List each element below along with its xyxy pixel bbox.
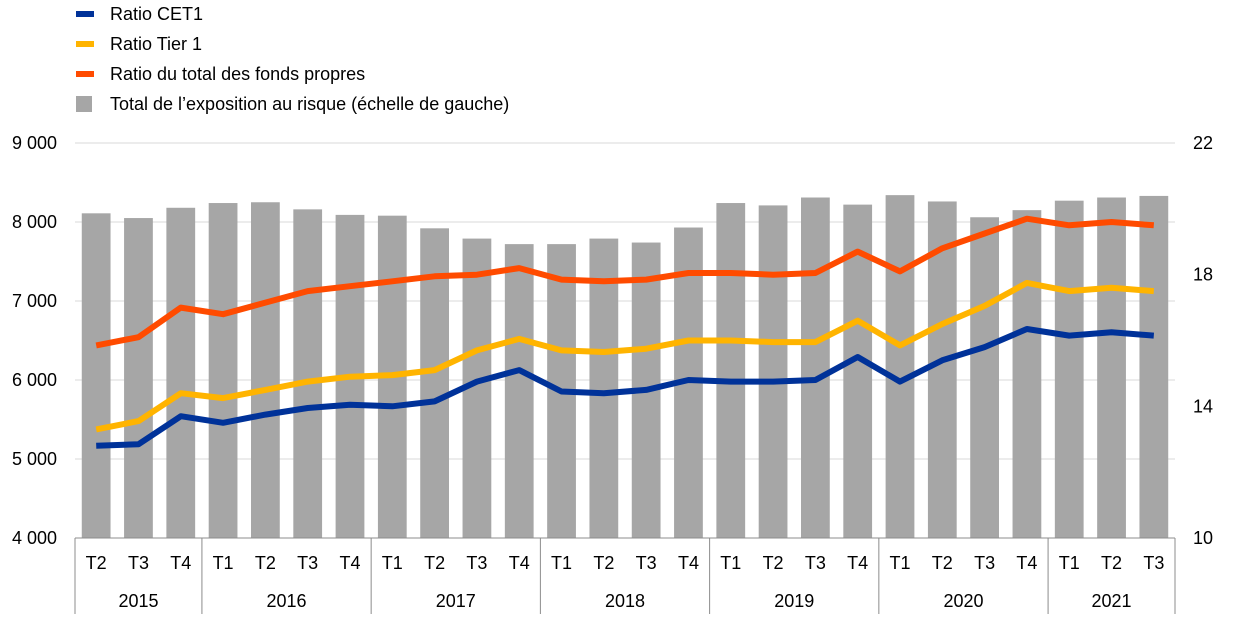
year-label: 2019 — [774, 591, 814, 611]
quarter-label: T2 — [1101, 553, 1122, 573]
quarter-label: T3 — [466, 553, 487, 573]
right-axis-tick-label: 22 — [1193, 133, 1213, 153]
bar — [758, 205, 788, 538]
legend-swatch — [76, 41, 94, 47]
axes: 4 000 5 000 6 000 7 000 8 000 9 000 10 14 18 22 T2… — [12, 133, 1213, 614]
quarter-label: T1 — [551, 553, 572, 573]
quarter-label: T4 — [170, 553, 191, 573]
bar — [1097, 197, 1126, 538]
quarter-label: T2 — [932, 553, 953, 573]
bar-series — [81, 195, 1169, 539]
bar — [927, 201, 957, 538]
quarter-label: T2 — [763, 553, 784, 573]
bar — [1054, 200, 1084, 539]
quarter-label: T1 — [1059, 553, 1080, 573]
quarter-label: T1 — [213, 553, 234, 573]
quarter-label: T3 — [636, 553, 657, 573]
line-series — [95, 215, 1155, 449]
quarter-label: T4 — [847, 553, 868, 573]
year-label: 2020 — [943, 591, 983, 611]
bar — [124, 218, 153, 539]
bar — [1012, 210, 1042, 538]
series-line — [95, 215, 1155, 349]
bar — [970, 217, 999, 538]
quarter-label: T1 — [382, 553, 403, 573]
left-axis-tick-label: 5 000 — [12, 449, 57, 469]
year-label: 2021 — [1092, 591, 1132, 611]
bar — [166, 207, 196, 538]
quarter-label: T4 — [678, 553, 699, 573]
quarter-label: T4 — [1016, 553, 1037, 573]
right-axis-tick-label: 18 — [1193, 265, 1213, 285]
bar — [716, 203, 746, 539]
bar — [801, 197, 830, 538]
quarter-label: T3 — [1143, 553, 1164, 573]
bar — [885, 195, 915, 538]
bar — [293, 209, 323, 539]
quarter-label: T1 — [889, 553, 910, 573]
quarter-label: T2 — [424, 553, 445, 573]
right-axis-tick-label: 14 — [1193, 396, 1213, 416]
left-axis-tick-label: 7 000 — [12, 291, 57, 311]
left-axis-tick-label: 4 000 — [12, 528, 57, 548]
quarter-label: T2 — [255, 553, 276, 573]
year-label: 2016 — [267, 591, 307, 611]
quarter-label: T4 — [339, 553, 360, 573]
quarter-label: T3 — [128, 553, 149, 573]
quarter-label: T3 — [974, 553, 995, 573]
series-line — [95, 279, 1155, 433]
quarter-label: T2 — [593, 553, 614, 573]
legend-label: Ratio CET1 — [110, 4, 203, 24]
bar — [1139, 195, 1169, 538]
bar — [81, 213, 111, 538]
legend-label: Ratio Tier 1 — [110, 34, 202, 54]
year-label: 2018 — [605, 591, 645, 611]
gridlines — [75, 142, 1175, 539]
quarter-label: T3 — [805, 553, 826, 573]
legend-label: Ratio du total des fonds propres — [110, 64, 365, 84]
quarter-label: T1 — [720, 553, 741, 573]
bar — [843, 204, 873, 538]
legend-swatch — [76, 96, 92, 112]
quarter-label: T3 — [297, 553, 318, 573]
series-line — [96, 326, 1155, 449]
year-label: 2017 — [436, 591, 476, 611]
bar — [208, 203, 238, 539]
bar — [251, 202, 280, 538]
legend: Ratio CET1 Ratio Tier 1 Ratio du total des… — [76, 4, 509, 114]
left-axis-tick-label: 6 000 — [12, 370, 57, 390]
quarter-label: T4 — [509, 553, 530, 573]
legend-label: Total de l’exposition au risque (échelle… — [110, 94, 509, 114]
bar — [504, 244, 534, 538]
legend-swatch — [76, 11, 94, 17]
bar — [589, 238, 619, 538]
year-label: 2015 — [118, 591, 158, 611]
right-axis-tick-label: 10 — [1193, 528, 1213, 548]
left-axis-tick-label: 8 000 — [12, 212, 57, 232]
legend-swatch — [76, 71, 94, 77]
left-axis-tick-label: 9 000 — [12, 133, 57, 153]
quarter-label: T2 — [86, 553, 107, 573]
